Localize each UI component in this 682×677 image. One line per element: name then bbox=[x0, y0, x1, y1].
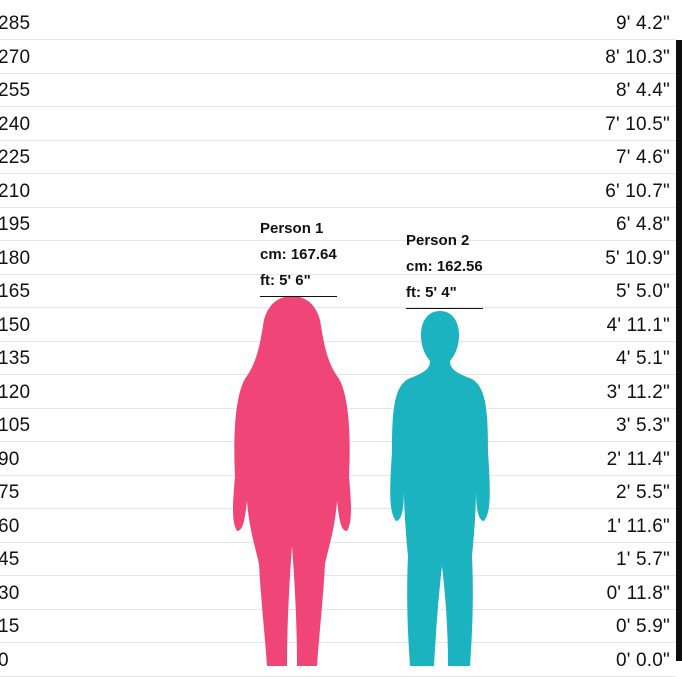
person-2-underline bbox=[406, 308, 483, 309]
scale-row: 165 5' 5.0" bbox=[0, 274, 676, 308]
cm-tick-label: 45 bbox=[0, 549, 20, 570]
cm-tick-label: 120 bbox=[0, 381, 31, 403]
gridline bbox=[0, 675, 676, 677]
ft-tick-label: 9' 4.2" bbox=[615, 13, 670, 34]
ft-tick-label: 1' 5.7" bbox=[615, 549, 670, 570]
scale-row: 240 7' 10.5" bbox=[0, 107, 676, 141]
cm-tick-label: 75 bbox=[0, 482, 20, 503]
gridline bbox=[0, 307, 676, 308]
person-2-ft: ft: 5' 4" bbox=[406, 284, 457, 301]
person-1-name: Person 1 bbox=[260, 220, 324, 237]
cm-tick-label: 195 bbox=[0, 214, 31, 235]
ft-tick-label: 5' 10.9" bbox=[605, 247, 670, 269]
ft-tick-label: 7' 10.5" bbox=[605, 113, 670, 135]
ft-tick-label: 4' 5.1" bbox=[615, 348, 670, 369]
scale-row: 15 0' 5.9" bbox=[0, 609, 676, 643]
cm-tick-label: 105 bbox=[0, 415, 31, 436]
gridline bbox=[0, 206, 676, 208]
height-scale: 285 9' 4.2" 270 8' 10.3" 255 8' 4.4" 240 7' 10.… bbox=[0, 6, 676, 677]
person-1-label: Person 1 cm: 167.64 ft: 5' 6" bbox=[260, 216, 337, 297]
cm-tick-label: 255 bbox=[0, 80, 31, 101]
ft-tick-label: 2' 5.5" bbox=[615, 482, 670, 503]
gridline bbox=[0, 642, 676, 643]
gridline bbox=[0, 273, 676, 275]
ft-tick-label: 8' 10.3" bbox=[605, 46, 670, 68]
window-edge-bar bbox=[676, 40, 682, 661]
ft-tick-label: 7' 4.6" bbox=[615, 147, 670, 168]
scale-row: 135 4' 5.1" bbox=[0, 341, 676, 375]
gridline bbox=[0, 541, 676, 543]
scale-row: 150 4' 11.1" bbox=[0, 308, 676, 342]
gridline bbox=[0, 575, 676, 576]
gridline bbox=[0, 608, 676, 610]
scale-row: 255 8' 4.4" bbox=[0, 73, 676, 107]
ft-tick-label: 6' 10.7" bbox=[605, 180, 670, 202]
cm-tick-label: 60 bbox=[0, 515, 20, 537]
scale-row: 60 1' 11.6" bbox=[0, 509, 676, 543]
person-1-ft: ft: 5' 6" bbox=[260, 272, 311, 289]
scale-row: 180 5' 10.9" bbox=[0, 241, 676, 275]
ft-tick-label: 5' 5.0" bbox=[615, 281, 670, 302]
gridline bbox=[0, 72, 676, 74]
gridline bbox=[0, 374, 676, 375]
scale-row: 195 6' 4.8" bbox=[0, 207, 676, 241]
cm-tick-label: 0 bbox=[0, 649, 9, 671]
person-2-body-shape bbox=[390, 311, 490, 666]
ft-tick-label: 8' 4.4" bbox=[615, 80, 670, 101]
gridline bbox=[0, 39, 676, 40]
scale-row: 105 3' 5.3" bbox=[0, 408, 676, 442]
ft-tick-label: 4' 11.1" bbox=[606, 314, 670, 336]
gridline bbox=[0, 340, 676, 342]
scale-row: 45 1' 5.7" bbox=[0, 542, 676, 576]
ft-tick-label: 3' 5.3" bbox=[615, 415, 670, 436]
scale-row: 285 9' 4.2" bbox=[0, 6, 676, 40]
person-1-silhouette bbox=[233, 296, 351, 666]
person-2-silhouette bbox=[390, 311, 490, 666]
ft-tick-label: 3' 11.2" bbox=[606, 381, 670, 403]
cm-tick-label: 135 bbox=[0, 348, 31, 369]
cm-tick-label: 285 bbox=[0, 13, 31, 34]
cm-tick-label: 30 bbox=[0, 582, 20, 604]
cm-tick-label: 150 bbox=[0, 314, 31, 336]
person-1-cm: cm: 167.64 bbox=[260, 246, 337, 263]
scale-row: 30 0' 11.8" bbox=[0, 576, 676, 610]
cm-tick-label: 90 bbox=[0, 448, 20, 470]
person-1-underline bbox=[260, 296, 337, 297]
gridline bbox=[0, 139, 676, 141]
person-2-cm: cm: 162.56 bbox=[406, 258, 483, 275]
cm-tick-label: 240 bbox=[0, 113, 31, 135]
person-2-name: Person 2 bbox=[406, 232, 470, 249]
gridline bbox=[0, 240, 676, 241]
scale-row: 210 6' 10.7" bbox=[0, 174, 676, 208]
cm-tick-label: 15 bbox=[0, 616, 20, 637]
person-2-label: Person 2 cm: 162.56 ft: 5' 4" bbox=[406, 228, 483, 309]
scale-row: 270 8' 10.3" bbox=[0, 40, 676, 74]
ft-tick-label: 0' 11.8" bbox=[606, 582, 670, 604]
person-1-body-shape bbox=[233, 296, 351, 666]
cm-tick-label: 225 bbox=[0, 147, 31, 168]
ft-tick-label: 2' 11.4" bbox=[606, 448, 670, 470]
gridline bbox=[0, 106, 676, 107]
cm-tick-label: 270 bbox=[0, 46, 31, 68]
ft-tick-label: 1' 11.6" bbox=[606, 515, 670, 537]
gridline bbox=[0, 173, 676, 174]
ft-tick-label: 6' 4.8" bbox=[615, 214, 670, 235]
cm-tick-label: 180 bbox=[0, 247, 31, 269]
cm-tick-label: 210 bbox=[0, 180, 31, 202]
cm-tick-label: 165 bbox=[0, 281, 31, 302]
ft-tick-label: 0' 5.9" bbox=[615, 616, 670, 637]
scale-row: 225 7' 4.6" bbox=[0, 140, 676, 174]
